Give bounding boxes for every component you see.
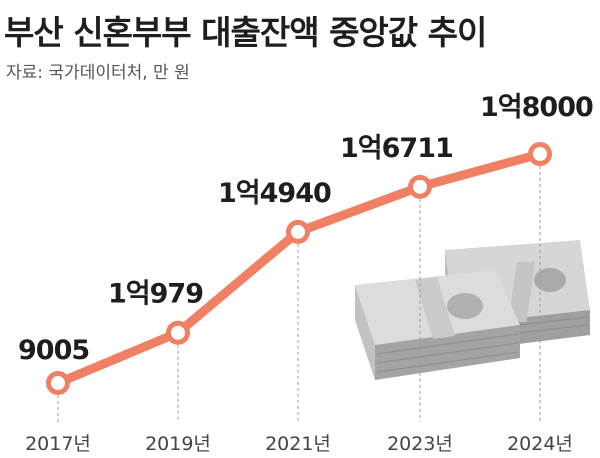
x-tick-label: 2024년 — [507, 433, 573, 455]
source-note: 자료: 국가데이터처, 만 원 — [6, 63, 190, 83]
x-tick-label: 2021년 — [265, 433, 331, 455]
value-label: 1억6711 — [340, 133, 453, 164]
data-point — [286, 219, 310, 244]
data-point — [166, 320, 190, 345]
value-label: 1억8000 — [480, 92, 593, 123]
money-stack-icon — [355, 240, 590, 380]
data-point — [408, 174, 432, 199]
chart-title: 부산 신혼부부 대출잔액 중앙값 추이 — [4, 13, 487, 52]
x-tick-label: 2023년 — [387, 433, 453, 455]
value-label: 1억4940 — [218, 178, 331, 209]
x-tick-label: 2019년 — [145, 433, 211, 455]
data-point — [46, 371, 70, 395]
x-tick-label: 2017년 — [25, 433, 91, 455]
value-label: 1억979 — [108, 279, 203, 310]
value-label: 9005 — [18, 335, 89, 366]
data-point — [528, 142, 552, 166]
